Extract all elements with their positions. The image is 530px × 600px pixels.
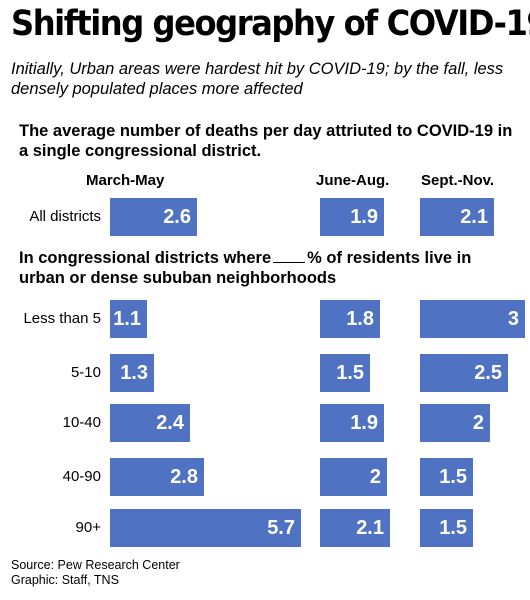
bar-march-may-5-10 — [110, 354, 154, 392]
row-label-less-than-5: Less than 5 — [23, 310, 101, 327]
bar-sept-nov-all-districts — [420, 198, 494, 236]
bar-value-label: 5.7 — [267, 517, 295, 539]
section-heading-all: The average number of deaths per day att… — [19, 122, 513, 160]
bar-value-label: 1.1 — [113, 308, 141, 330]
bar-value-label: 1.5 — [336, 362, 364, 384]
bar-value-label: 2.8 — [170, 466, 198, 488]
bar-march-may-10-40 — [110, 404, 190, 442]
bar-value-label: 1.9 — [350, 412, 378, 434]
row-label-5-10: 5-10 — [70, 364, 101, 381]
bar-sept-nov-90 — [420, 509, 473, 547]
bar-value-label: 1.9 — [350, 206, 378, 228]
bar-sept-nov-40-90 — [420, 458, 473, 496]
row-label-40-90: 40-90 — [62, 468, 101, 485]
bar-june-aug-10-40 — [320, 404, 384, 442]
bar-march-may-less-than-5 — [110, 300, 147, 338]
bar-value-label: 2.4 — [156, 412, 184, 434]
bar-value-label: 1.3 — [120, 362, 148, 384]
bar-sept-nov-less-than-5 — [420, 300, 525, 338]
chart-title: Shifting geography of COVID-19 — [11, 4, 530, 44]
row-label-all-districts: All districts — [29, 208, 101, 225]
bar-value-label: 2 — [369, 466, 381, 488]
bar-value-label: 1.5 — [439, 517, 467, 539]
bar-june-aug-less-than-5 — [320, 300, 380, 338]
bar-march-may-40-90 — [110, 458, 204, 496]
bar-value-label: 2.6 — [163, 206, 191, 228]
bar-value-label: 2.5 — [474, 362, 502, 384]
section-heading-urban: In congressional districts where% of res… — [19, 248, 519, 288]
source-note: Source: Pew Research Center — [11, 558, 180, 572]
credit-note: Graphic: Staff, TNS — [11, 573, 119, 587]
bar-value-label: 3 — [507, 308, 519, 330]
bar-sept-nov-5-10 — [420, 354, 508, 392]
column-header-sept-nov: Sept.-Nov. — [421, 172, 495, 189]
bar-value-label: 2 — [472, 412, 484, 434]
column-header-june-aug: June-Aug. — [316, 172, 390, 189]
bar-value-label: 1.5 — [439, 466, 467, 488]
bar-june-aug-all-districts — [320, 198, 384, 236]
bar-value-label: 2.1 — [356, 517, 384, 539]
fill-in-blank-line — [273, 262, 306, 263]
heading-text-after-blank: % of residents live in urban or dense su… — [19, 249, 472, 287]
column-header-march-may: March-May — [86, 172, 165, 189]
bar-march-may-90 — [110, 509, 301, 547]
bar-value-label: 1.8 — [346, 308, 374, 330]
bar-value-label: 2.1 — [460, 206, 488, 228]
row-label-90: 90+ — [75, 519, 101, 536]
heading-text-before-blank: In congressional districts where — [19, 249, 272, 267]
bar-sept-nov-10-40 — [420, 404, 490, 442]
chart-subtitle: Initially, Urban areas were hardest hit … — [11, 60, 504, 98]
row-label-10-40: 10-40 — [62, 414, 101, 431]
bar-june-aug-90 — [320, 509, 390, 547]
bar-march-may-all-districts — [110, 198, 197, 236]
bar-june-aug-40-90 — [320, 458, 387, 496]
bar-june-aug-5-10 — [320, 354, 370, 392]
